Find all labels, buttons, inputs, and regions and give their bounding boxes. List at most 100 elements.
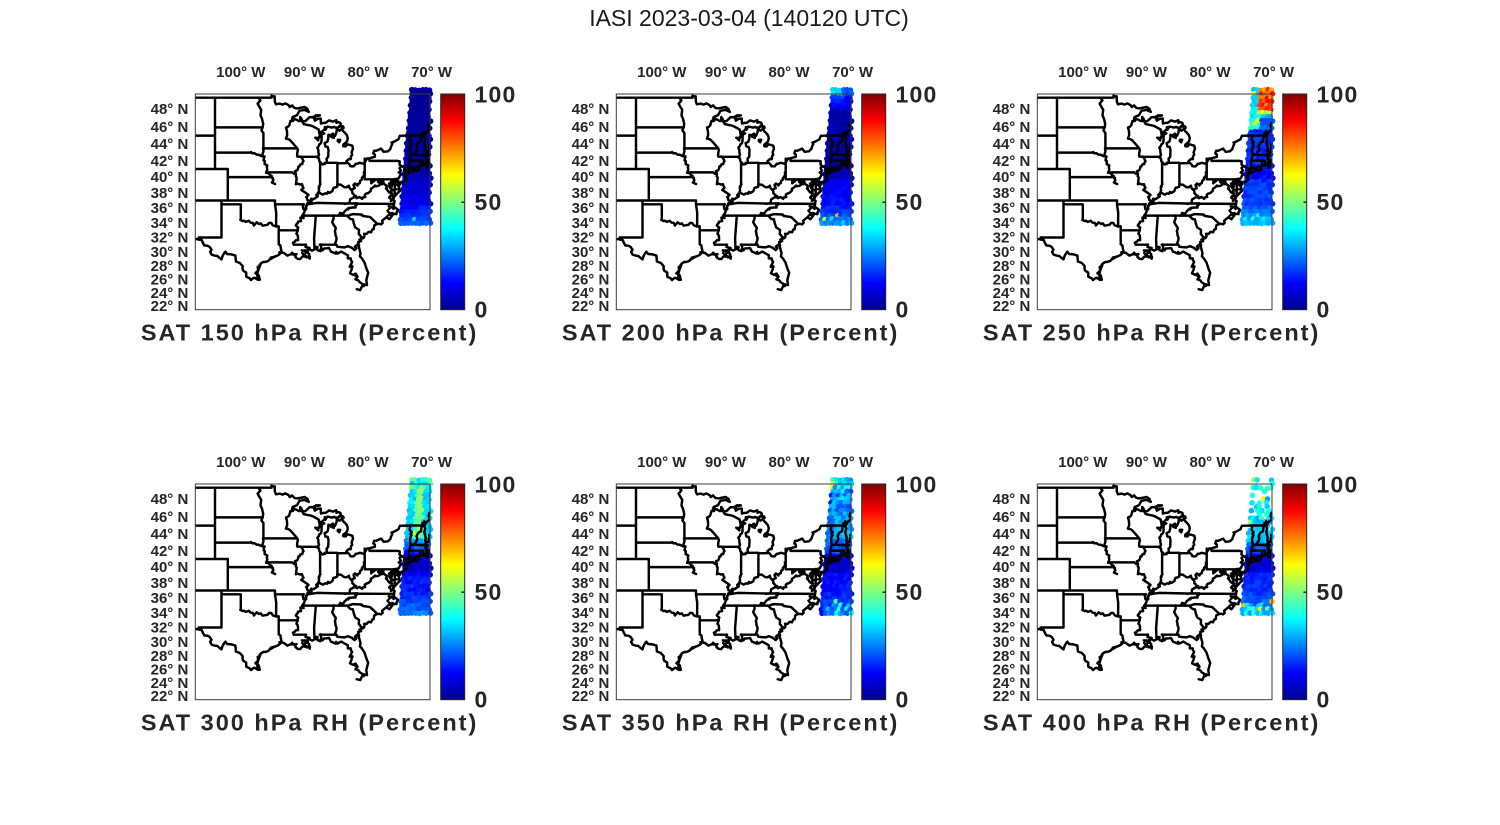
svg-text:90° W: 90° W: [284, 64, 326, 81]
svg-text:SAT 150 hPa RH (Percent): SAT 150 hPa RH (Percent): [141, 320, 478, 346]
svg-text:70° W: 70° W: [411, 64, 453, 81]
svg-text:32° N: 32° N: [572, 230, 610, 247]
svg-text:42° N: 42° N: [993, 153, 1031, 170]
svg-text:48° N: 48° N: [572, 101, 610, 118]
svg-text:36° N: 36° N: [993, 590, 1031, 607]
svg-text:40° N: 40° N: [572, 559, 610, 576]
svg-text:0: 0: [896, 687, 909, 713]
svg-text:26° N: 26° N: [151, 272, 189, 289]
svg-text:48° N: 48° N: [993, 101, 1031, 118]
svg-text:24° N: 24° N: [572, 285, 610, 302]
svg-text:32° N: 32° N: [993, 230, 1031, 247]
svg-text:24° N: 24° N: [151, 675, 189, 692]
svg-text:48° N: 48° N: [993, 491, 1031, 508]
svg-text:30° N: 30° N: [572, 634, 610, 651]
svg-text:30° N: 30° N: [572, 244, 610, 261]
svg-text:36° N: 36° N: [993, 200, 1031, 217]
svg-text:48° N: 48° N: [151, 491, 189, 508]
svg-text:42° N: 42° N: [572, 153, 610, 170]
svg-text:0: 0: [1317, 297, 1330, 323]
svg-text:90° W: 90° W: [284, 454, 326, 471]
svg-text:100° W: 100° W: [637, 64, 687, 81]
svg-text:70° W: 70° W: [411, 454, 453, 471]
svg-text:34° N: 34° N: [572, 605, 610, 622]
svg-text:38° N: 38° N: [993, 185, 1031, 202]
svg-text:80° W: 80° W: [768, 64, 810, 81]
svg-text:90° W: 90° W: [705, 64, 747, 81]
svg-text:100: 100: [475, 82, 517, 108]
svg-text:SAT 400 hPa RH (Percent): SAT 400 hPa RH (Percent): [983, 710, 1320, 736]
svg-text:100: 100: [1317, 82, 1359, 108]
svg-text:50: 50: [475, 579, 503, 605]
svg-text:100° W: 100° W: [637, 454, 687, 471]
svg-text:38° N: 38° N: [151, 185, 189, 202]
svg-text:70° W: 70° W: [832, 64, 874, 81]
svg-text:26° N: 26° N: [993, 272, 1031, 289]
svg-text:44° N: 44° N: [993, 136, 1031, 153]
svg-text:38° N: 38° N: [572, 185, 610, 202]
svg-text:100: 100: [896, 82, 938, 108]
svg-text:50: 50: [1317, 189, 1345, 215]
svg-text:34° N: 34° N: [151, 215, 189, 232]
svg-text:100: 100: [896, 472, 938, 498]
svg-text:30° N: 30° N: [151, 244, 189, 261]
svg-text:42° N: 42° N: [993, 543, 1031, 560]
svg-text:40° N: 40° N: [572, 169, 610, 186]
svg-text:32° N: 32° N: [993, 620, 1031, 637]
svg-text:40° N: 40° N: [151, 169, 189, 186]
svg-text:30° N: 30° N: [993, 634, 1031, 651]
svg-text:46° N: 46° N: [993, 119, 1031, 136]
svg-text:SAT 200 hPa RH (Percent): SAT 200 hPa RH (Percent): [562, 320, 899, 346]
svg-text:0: 0: [896, 297, 909, 323]
svg-text:46° N: 46° N: [572, 119, 610, 136]
svg-text:100° W: 100° W: [1058, 454, 1108, 471]
svg-text:IASI 2023-03-04 (140120 UTC): IASI 2023-03-04 (140120 UTC): [589, 5, 909, 31]
svg-text:22° N: 22° N: [993, 688, 1031, 705]
svg-text:24° N: 24° N: [993, 285, 1031, 302]
svg-text:46° N: 46° N: [572, 509, 610, 526]
svg-text:26° N: 26° N: [151, 662, 189, 679]
svg-text:26° N: 26° N: [572, 272, 610, 289]
svg-text:44° N: 44° N: [151, 526, 189, 543]
svg-text:SAT 250 hPa RH (Percent): SAT 250 hPa RH (Percent): [983, 320, 1320, 346]
svg-text:22° N: 22° N: [572, 688, 610, 705]
svg-text:28° N: 28° N: [993, 258, 1031, 275]
svg-text:100° W: 100° W: [216, 64, 266, 81]
svg-text:SAT 350 hPa RH (Percent): SAT 350 hPa RH (Percent): [562, 710, 899, 736]
svg-text:22° N: 22° N: [572, 298, 610, 315]
svg-text:100° W: 100° W: [1058, 64, 1108, 81]
svg-text:44° N: 44° N: [151, 136, 189, 153]
svg-text:24° N: 24° N: [572, 675, 610, 692]
svg-text:32° N: 32° N: [151, 620, 189, 637]
svg-text:38° N: 38° N: [151, 575, 189, 592]
svg-text:44° N: 44° N: [993, 526, 1031, 543]
svg-text:26° N: 26° N: [993, 662, 1031, 679]
svg-text:30° N: 30° N: [151, 634, 189, 651]
svg-text:40° N: 40° N: [993, 169, 1031, 186]
svg-text:100: 100: [475, 472, 517, 498]
svg-text:32° N: 32° N: [572, 620, 610, 637]
svg-text:28° N: 28° N: [572, 648, 610, 665]
svg-text:90° W: 90° W: [1126, 64, 1168, 81]
svg-text:50: 50: [475, 189, 503, 215]
svg-text:36° N: 36° N: [572, 200, 610, 217]
svg-text:28° N: 28° N: [151, 648, 189, 665]
svg-text:46° N: 46° N: [151, 119, 189, 136]
svg-text:100° W: 100° W: [216, 454, 266, 471]
svg-text:34° N: 34° N: [993, 215, 1031, 232]
svg-text:50: 50: [1317, 579, 1345, 605]
svg-text:34° N: 34° N: [993, 605, 1031, 622]
svg-text:24° N: 24° N: [993, 675, 1031, 692]
svg-text:48° N: 48° N: [572, 491, 610, 508]
svg-text:SAT 300 hPa RH (Percent): SAT 300 hPa RH (Percent): [141, 710, 478, 736]
svg-text:0: 0: [1317, 687, 1330, 713]
svg-text:22° N: 22° N: [151, 298, 189, 315]
svg-text:80° W: 80° W: [1189, 64, 1231, 81]
svg-text:0: 0: [475, 297, 488, 323]
svg-text:0: 0: [475, 687, 488, 713]
svg-text:42° N: 42° N: [151, 153, 189, 170]
svg-text:70° W: 70° W: [1253, 64, 1295, 81]
svg-text:70° W: 70° W: [832, 454, 874, 471]
svg-text:42° N: 42° N: [572, 543, 610, 560]
svg-text:28° N: 28° N: [993, 648, 1031, 665]
